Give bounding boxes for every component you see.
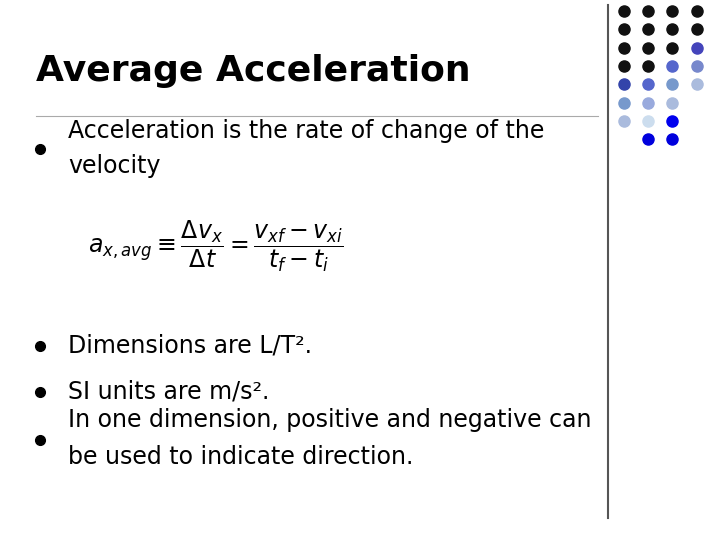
Text: SI units are m/s².: SI units are m/s². <box>68 380 270 403</box>
Text: In one dimension, positive and negative can: In one dimension, positive and negative … <box>68 408 592 432</box>
Text: $a_{x,avg} \equiv \dfrac{\Delta v_x}{\Delta t} = \dfrac{v_{xf} - v_{xi}}{t_f - t: $a_{x,avg} \equiv \dfrac{\Delta v_x}{\De… <box>88 218 344 274</box>
Text: velocity: velocity <box>68 154 161 178</box>
Text: Average Acceleration: Average Acceleration <box>36 54 471 88</box>
Text: Acceleration is the rate of change of the: Acceleration is the rate of change of th… <box>68 119 545 143</box>
Text: be used to indicate direction.: be used to indicate direction. <box>68 445 414 469</box>
Text: Dimensions are L/T².: Dimensions are L/T². <box>68 334 312 357</box>
